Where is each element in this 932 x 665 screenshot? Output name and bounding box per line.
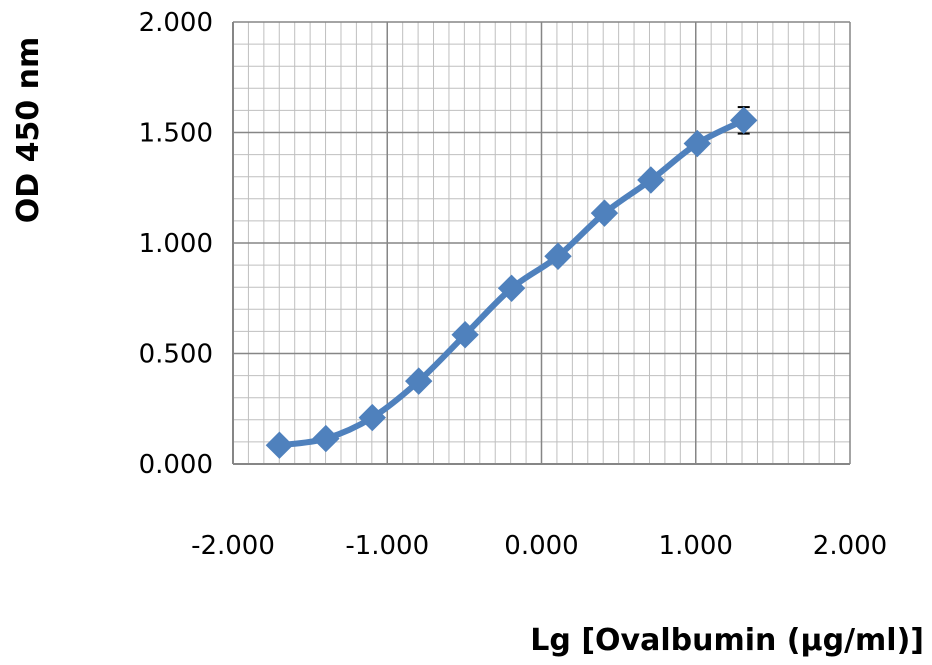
x-axis-title: Lg [Ovalbumin (µg/ml)] xyxy=(530,623,924,658)
data-point xyxy=(730,106,758,135)
axes xyxy=(232,22,850,465)
series-layer xyxy=(265,106,758,459)
data-point xyxy=(451,321,479,349)
data-point xyxy=(405,367,433,395)
data-point xyxy=(683,129,711,158)
data-point xyxy=(590,199,619,227)
x-tick-label: 1.000 xyxy=(659,531,733,561)
x-tick-label: -1.000 xyxy=(345,531,429,561)
y-axis-title: OD 450 nm xyxy=(11,37,46,224)
x-tick-label: 0.000 xyxy=(504,531,578,561)
x-tick-label: 2.000 xyxy=(813,531,887,561)
data-point xyxy=(312,424,340,453)
data-point xyxy=(497,274,526,303)
y-tick-label: 2.000 xyxy=(139,8,213,38)
y-tick-label: 1.500 xyxy=(139,119,213,149)
y-tick-labels: 0.000 0.500 1.000 1.500 2.000 xyxy=(139,8,213,480)
y-tick-label: 0.000 xyxy=(139,450,213,480)
x-tick-label: -2.000 xyxy=(191,531,275,561)
data-point xyxy=(265,431,294,459)
data-point xyxy=(358,403,386,432)
data-point xyxy=(637,166,665,194)
y-tick-label: 0.500 xyxy=(139,340,213,370)
y-tick-label: 1.000 xyxy=(139,229,213,259)
x-tick-labels: -2.000 -1.000 0.000 1.000 2.000 xyxy=(191,531,887,561)
data-point xyxy=(544,242,572,270)
